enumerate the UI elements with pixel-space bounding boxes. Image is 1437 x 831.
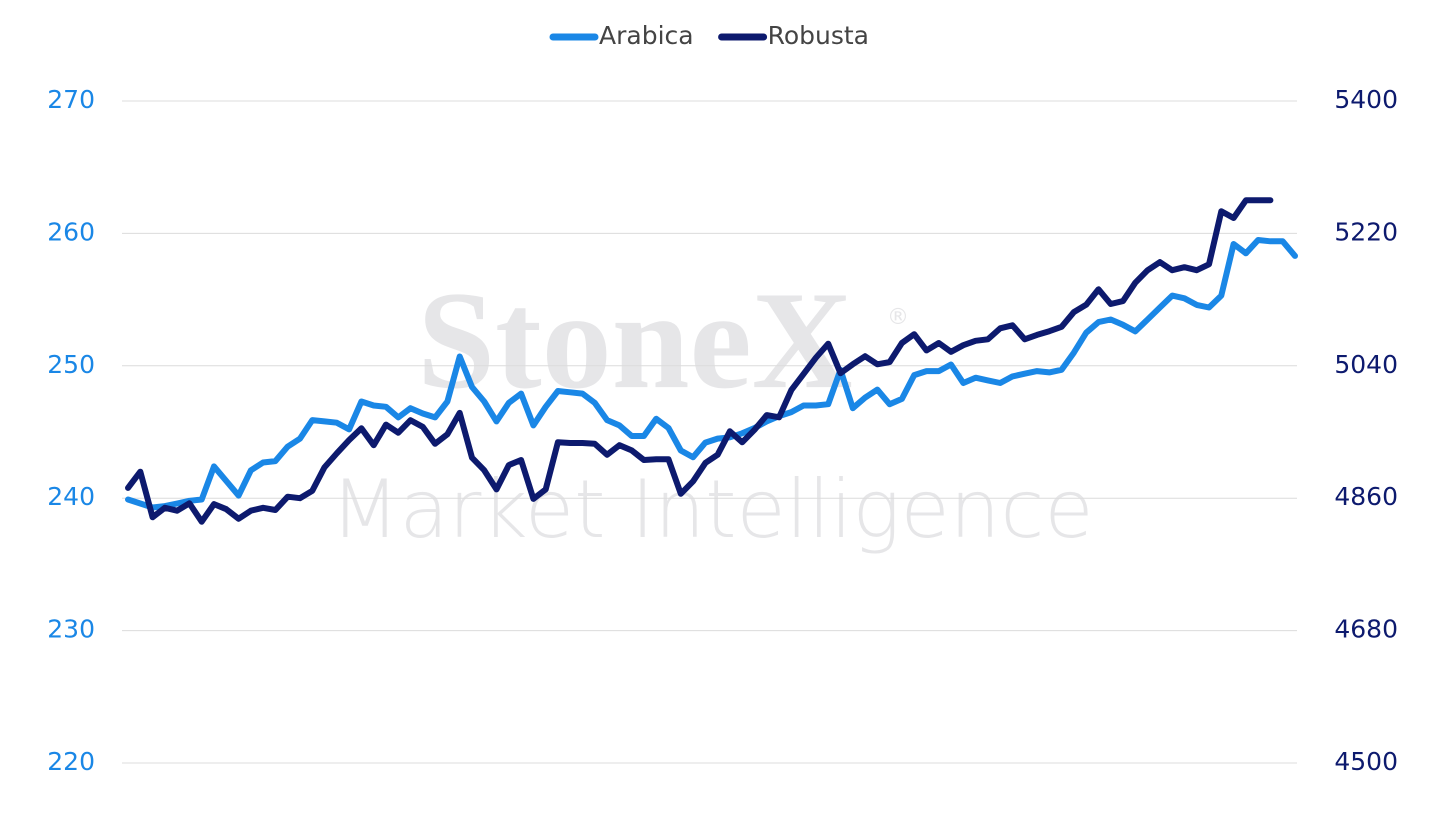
y-tick-label: 230 xyxy=(47,615,95,644)
y2-tick-label: 4680 xyxy=(1334,615,1398,644)
y-tick-label: 270 xyxy=(47,85,95,114)
line-series xyxy=(125,237,1298,511)
y2-tick-label: 4860 xyxy=(1334,482,1398,511)
watermark-title: StoneX xyxy=(417,263,853,418)
y2-tick-label: 5220 xyxy=(1334,217,1398,246)
y-tick-label: 240 xyxy=(47,482,95,511)
y2-tick-label: 5400 xyxy=(1334,85,1398,114)
y-tick-label: 250 xyxy=(47,350,95,379)
y-tick-label: 220 xyxy=(47,747,95,776)
watermark-mark: ® xyxy=(887,305,909,330)
legend-label: Robusta xyxy=(768,21,869,50)
legend-label: Arabica xyxy=(599,21,694,50)
watermark-subtitle: Market Intelligence xyxy=(330,463,1093,556)
y2-tick-label: 4500 xyxy=(1334,747,1398,776)
line-series xyxy=(125,197,1274,525)
y-tick-label: 260 xyxy=(47,217,95,246)
y2-tick-label: 5040 xyxy=(1334,350,1398,379)
